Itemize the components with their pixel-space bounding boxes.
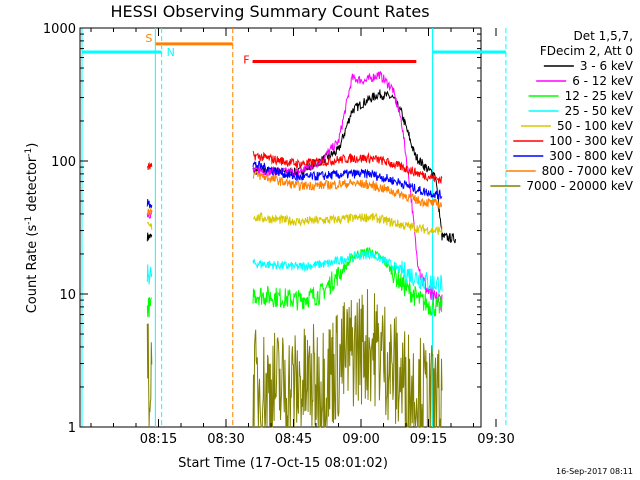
series-4-seg-0 [146, 222, 153, 231]
x-tick-label-1: 08:30 [207, 432, 244, 447]
series-3-seg-0 [146, 264, 153, 285]
series-3-seg-1 [252, 250, 443, 294]
y-axis-label: Count Rate (s-1 detector-1) [24, 143, 40, 314]
plot-area [79, 27, 482, 428]
series-2-seg-1 [252, 247, 443, 317]
plot-frame [79, 27, 482, 428]
x-tick-label-2: 08:45 [275, 432, 312, 447]
series-8-seg-0 [146, 323, 153, 428]
legend-entry-4: 50 - 100 keV [557, 119, 634, 133]
chart-title: HESSI Observing Summary Count Rates [110, 2, 429, 21]
band-label-N: N [167, 46, 175, 59]
series-0-seg-0 [146, 232, 153, 242]
attenuator-lines [81, 28, 507, 427]
x-tick-label-5: 09:30 [477, 432, 514, 447]
legend-entry-8: 7000 - 20000 keV [526, 179, 633, 193]
legend-entry-3: 25 - 50 keV [565, 104, 634, 118]
series-1-seg-1 [252, 71, 443, 311]
observing-bands: S F N [82, 32, 506, 66]
series-group [146, 71, 456, 428]
series-4-seg-1 [253, 211, 443, 236]
series-6-seg-0 [146, 198, 153, 209]
band-label-F: F [243, 53, 249, 66]
y-ticks: 1 10 100 1000 [43, 22, 481, 436]
legend-entry-2: 12 - 25 keV [565, 89, 634, 103]
legend-entry-6: 300 - 800 keV [549, 149, 633, 163]
x-tick-label-4: 09:15 [410, 432, 447, 447]
band-label-S: S [145, 32, 152, 45]
x-axis-label: Start Time (17-Oct-15 08:01:02) [178, 456, 388, 471]
series-7-seg-1 [252, 170, 443, 209]
y-tick-label-3: 1000 [43, 22, 76, 37]
legend-entry-5: 100 - 300 keV [549, 134, 633, 148]
series-7-seg-0 [146, 207, 153, 216]
legend-entry-7: 800 - 7000 keV [542, 164, 634, 178]
x-ticks: 08:15 08:30 08:45 09:00 09:15 09:30 [90, 28, 515, 447]
footer-date: 16-Sep-2017 08:11 [556, 467, 633, 476]
series-6-seg-1 [252, 160, 443, 200]
series-5-seg-0 [146, 161, 153, 170]
y-tick-label-2: 100 [51, 155, 76, 170]
legend-entry-1: 6 - 12 keV [572, 74, 634, 88]
y-tick-label-0: 1 [68, 421, 76, 436]
legend-header-0: Det 1,5,7, [574, 29, 634, 43]
series-2-seg-0 [146, 297, 152, 318]
legend-header-1: FDecim 2, Att 0 [540, 44, 633, 58]
x-tick-label-0: 08:15 [140, 432, 177, 447]
series-8-seg-1 [252, 289, 443, 428]
x-tick-label-3: 09:00 [342, 432, 379, 447]
series-5-seg-1 [252, 150, 443, 185]
y-tick-label-1: 10 [59, 288, 76, 303]
legend-entry-0: 3 - 6 keV [580, 59, 634, 73]
series-0-seg-1 [252, 89, 456, 244]
